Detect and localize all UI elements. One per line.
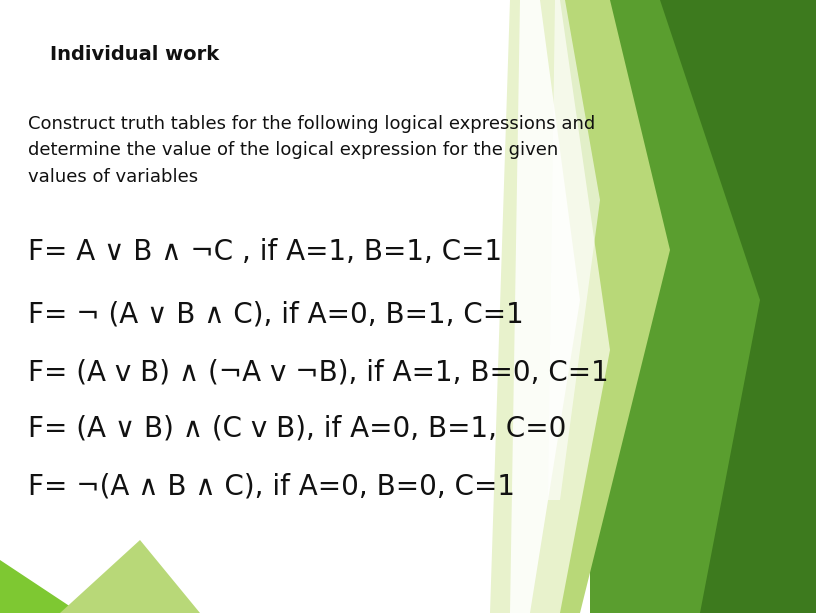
Text: Individual work: Individual work [50,45,220,64]
Text: F= A ∨ B ∧ ¬C , if A=1, B=1, C=1: F= A ∨ B ∧ ¬C , if A=1, B=1, C=1 [28,238,502,266]
Polygon shape [0,560,80,613]
Polygon shape [60,540,200,613]
Polygon shape [510,0,580,613]
Polygon shape [510,0,670,613]
Polygon shape [490,0,610,613]
Text: F= (A v B) ∧ (¬A v ¬B), if A=1, B=0, C=1: F= (A v B) ∧ (¬A v ¬B), if A=1, B=0, C=1 [28,358,609,386]
Text: F= ¬(A ∧ B ∧ C), if A=0, B=0, C=1: F= ¬(A ∧ B ∧ C), if A=0, B=0, C=1 [28,472,515,500]
Polygon shape [590,0,760,613]
Text: F= ¬ (A ∨ B ∧ C), if A=0, B=1, C=1: F= ¬ (A ∨ B ∧ C), if A=0, B=1, C=1 [28,300,524,328]
Polygon shape [760,0,816,613]
Polygon shape [548,0,600,500]
Polygon shape [600,0,816,613]
Text: F= (A ∨ B) ∧ (C v B), if A=0, B=1, C=0: F= (A ∨ B) ∧ (C v B), if A=0, B=1, C=0 [28,415,566,443]
Text: Construct truth tables for the following logical expressions and
determine the v: Construct truth tables for the following… [28,115,595,186]
